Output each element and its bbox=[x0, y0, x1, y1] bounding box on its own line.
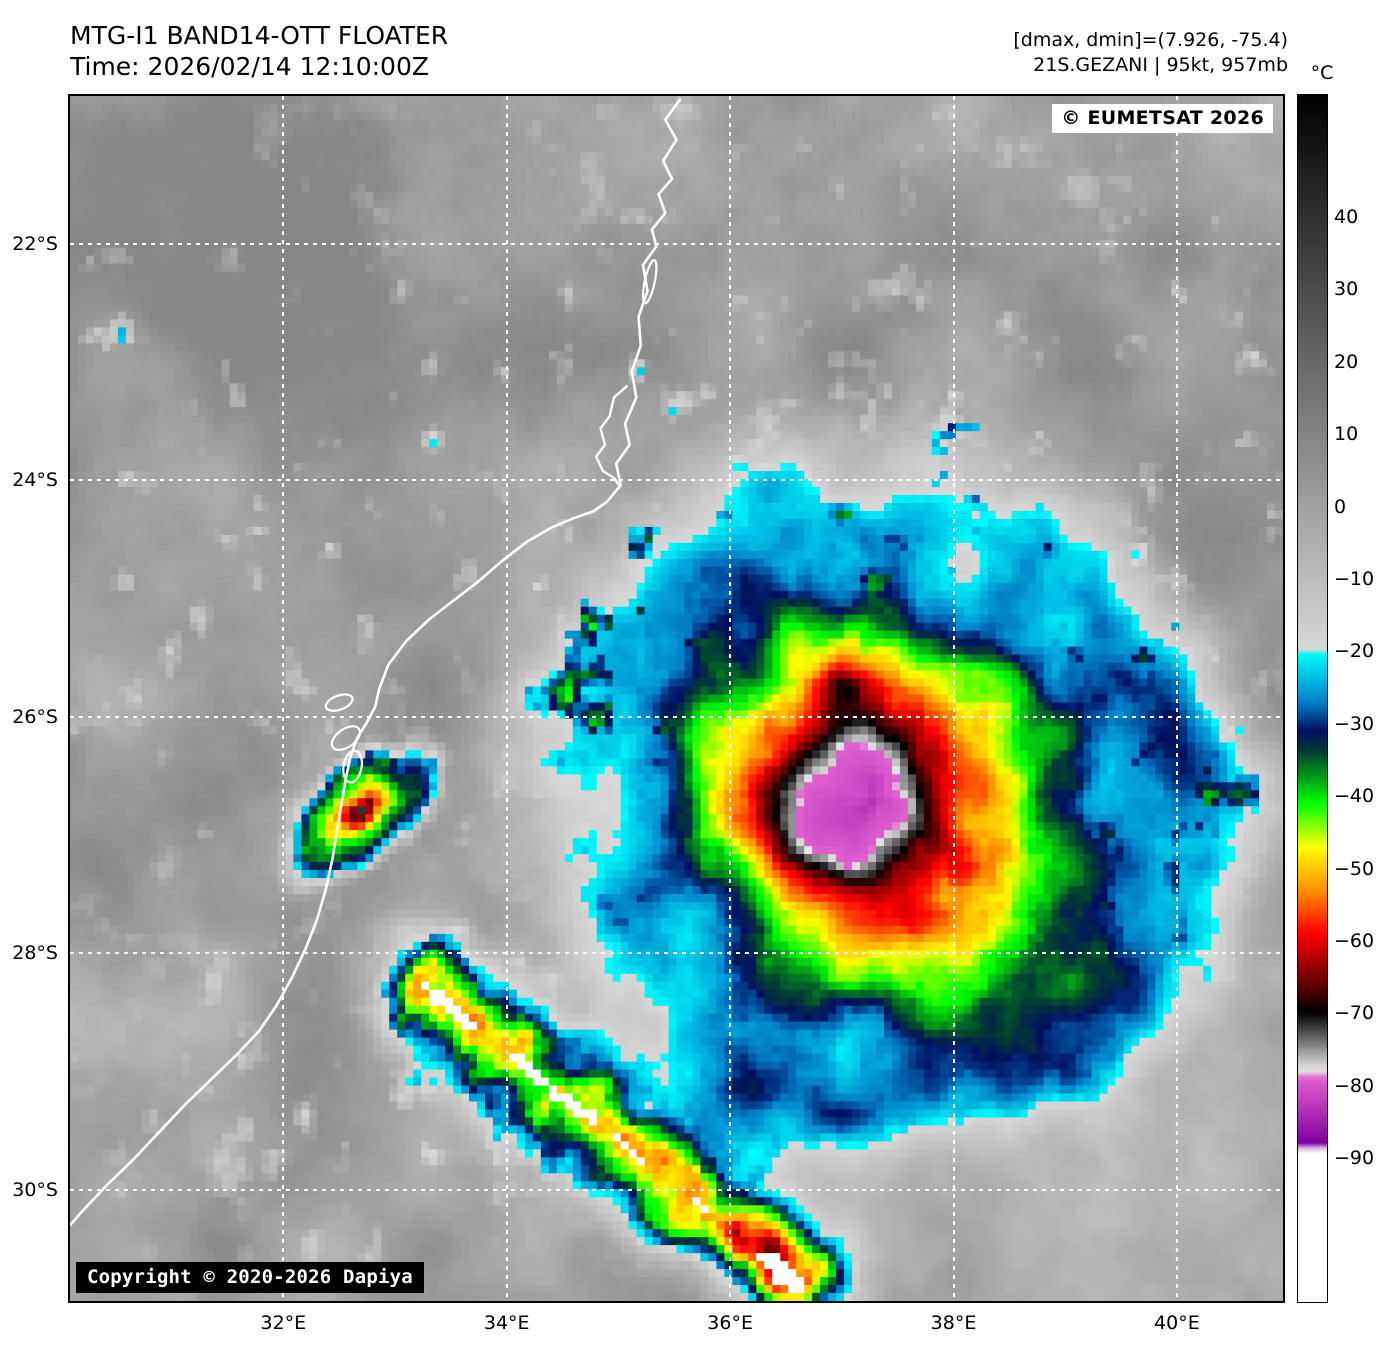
y-tick-28: 28°S bbox=[12, 942, 58, 964]
x-tick-34: 34°E bbox=[484, 1312, 530, 1334]
y-tick-26: 26°S bbox=[12, 706, 58, 728]
colorbar-tick-minus80: −80 bbox=[1334, 1075, 1374, 1097]
colorbar-tick-10: 10 bbox=[1334, 423, 1358, 445]
eumetsat-attribution-badge: © EUMETSAT 2026 bbox=[1052, 104, 1273, 133]
colorbar-tick-minus60: −60 bbox=[1334, 930, 1374, 952]
figure-metadata-block: [dmax, dmin]=(7.926, -75.4) 21S.GEZANI |… bbox=[1013, 28, 1288, 78]
colorbar-tick-20: 20 bbox=[1334, 351, 1358, 373]
x-tick-38: 38°E bbox=[931, 1312, 977, 1334]
x-tick-32: 32°E bbox=[260, 1312, 306, 1334]
colorbar-tick-40: 40 bbox=[1334, 206, 1358, 228]
x-tick-40: 40°E bbox=[1154, 1312, 1200, 1334]
y-tick-22: 22°S bbox=[12, 233, 58, 255]
y-tick-30: 30°S bbox=[12, 1179, 58, 1201]
colorbar-tick-minus20: −20 bbox=[1334, 640, 1374, 662]
dapiya-copyright-badge: Copyright © 2020-2026 Dapiya bbox=[76, 1262, 424, 1293]
infrared-satellite-raster bbox=[70, 96, 1283, 1301]
satellite-image-figure: MTG-I1 BAND14-OTT FLOATER Time: 2026/02/… bbox=[0, 0, 1388, 1359]
y-tick-24: 24°S bbox=[12, 469, 58, 491]
temperature-colorbar[interactable] bbox=[1297, 94, 1328, 1303]
x-tick-36: 36°E bbox=[707, 1312, 753, 1334]
colorbar-tick-30: 30 bbox=[1334, 278, 1358, 300]
colorbar-tick-0: 0 bbox=[1334, 496, 1346, 518]
colorbar-unit-label: °C bbox=[1311, 62, 1334, 84]
satellite-plot-area[interactable]: © EUMETSAT 2026 Copyright © 2020-2026 Da… bbox=[68, 94, 1285, 1303]
colorbar-tick-minus10: −10 bbox=[1334, 568, 1374, 590]
storm-info-label: 21S.GEZANI | 95kt, 957mb bbox=[1013, 53, 1288, 78]
figure-title-block: MTG-I1 BAND14-OTT FLOATER Time: 2026/02/… bbox=[70, 20, 448, 82]
page-title: MTG-I1 BAND14-OTT FLOATER bbox=[70, 20, 448, 51]
colorbar-tick-minus40: −40 bbox=[1334, 785, 1374, 807]
colorbar-tick-minus90: −90 bbox=[1334, 1147, 1374, 1169]
colorbar-gradient bbox=[1298, 95, 1327, 1302]
colorbar-tick-minus70: −70 bbox=[1334, 1002, 1374, 1024]
colorbar-tick-minus50: −50 bbox=[1334, 858, 1374, 880]
timestamp-label: Time: 2026/02/14 12:10:00Z bbox=[70, 51, 448, 82]
colorbar-tick-minus30: −30 bbox=[1334, 713, 1374, 735]
dminmax-label: [dmax, dmin]=(7.926, -75.4) bbox=[1013, 28, 1288, 53]
